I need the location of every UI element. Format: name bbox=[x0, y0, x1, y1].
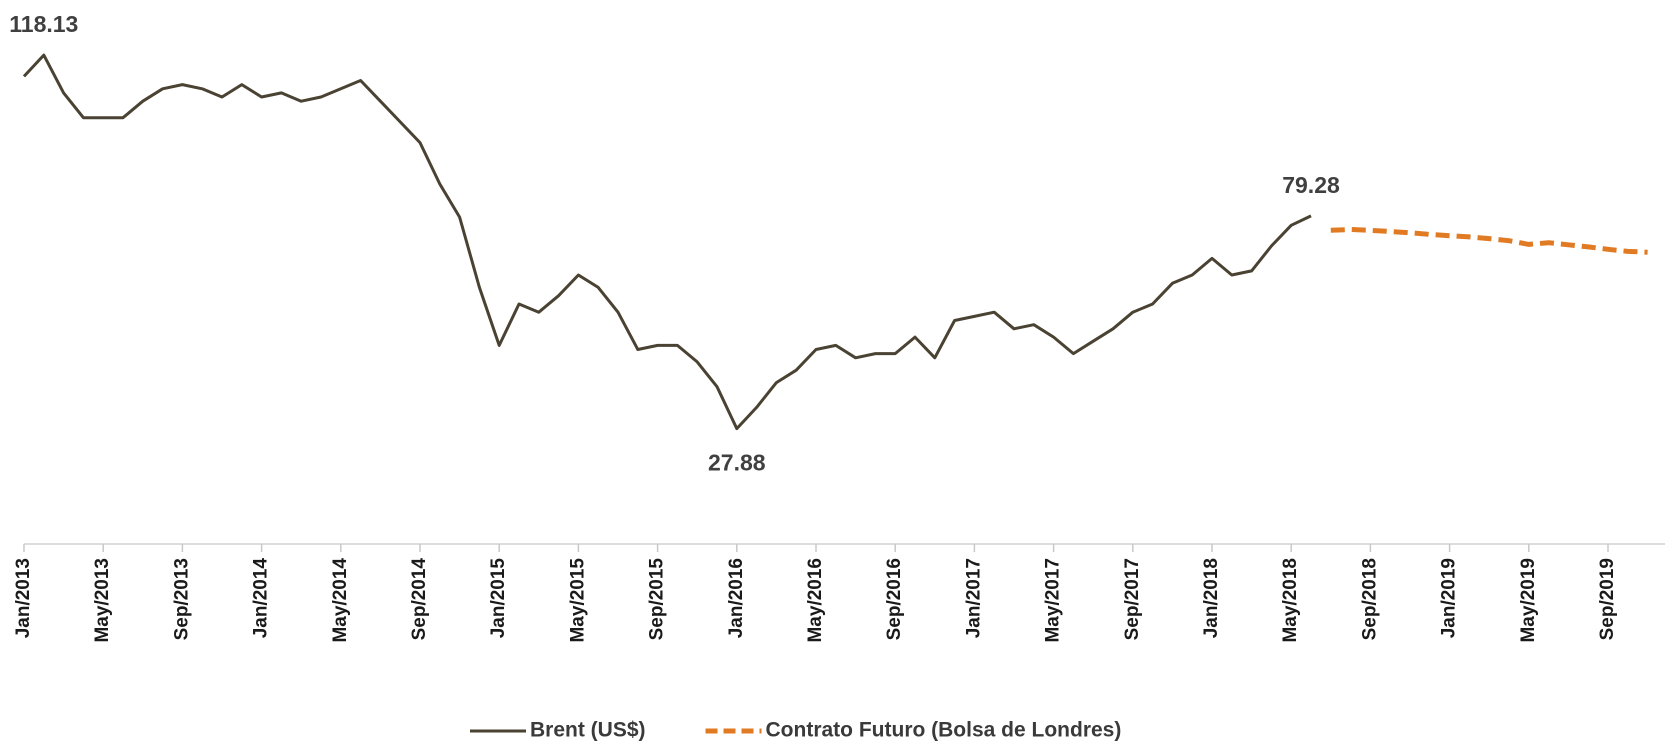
x-tick-label: Jan/2013 bbox=[13, 558, 34, 638]
data-label: 118.13 bbox=[9, 11, 78, 37]
x-tick-label: Sep/2013 bbox=[171, 558, 192, 640]
series-line bbox=[1330, 227, 1648, 255]
x-tick-label: May/2013 bbox=[92, 558, 113, 643]
data-label: 79.28 bbox=[1282, 172, 1340, 198]
legend-label: Brent (US$) bbox=[530, 719, 646, 742]
x-tick-label: Jan/2014 bbox=[251, 558, 272, 639]
x-tick-label: May/2019 bbox=[1518, 558, 1539, 643]
x-tick-label: Sep/2019 bbox=[1597, 558, 1618, 640]
x-tick-label: May/2014 bbox=[330, 558, 351, 643]
x-tick-label: May/2017 bbox=[1043, 558, 1064, 643]
x-tick-label: May/2018 bbox=[1280, 558, 1301, 643]
legend-label: Contrato Futuro (Bolsa de Londres) bbox=[766, 719, 1122, 742]
x-tick-label: Sep/2014 bbox=[409, 558, 430, 641]
x-tick-label: Sep/2015 bbox=[647, 558, 668, 641]
x-tick-label: Jan/2017 bbox=[963, 558, 984, 638]
series-line bbox=[22, 53, 1312, 431]
x-tick-label: Jan/2018 bbox=[1201, 558, 1222, 638]
x-tick-label: Jan/2016 bbox=[726, 558, 747, 638]
data-label: 27.88 bbox=[708, 450, 766, 476]
x-tick-label: Jan/2019 bbox=[1439, 558, 1460, 638]
x-tick-label: May/2015 bbox=[567, 558, 588, 643]
legend: Brent (US$) Contrato Futuro (Bolsa de Lon… bbox=[470, 719, 1121, 742]
x-tick-label: Sep/2018 bbox=[1359, 558, 1380, 640]
x-tick-label: Sep/2017 bbox=[1122, 558, 1143, 640]
x-tick-label: Jan/2015 bbox=[488, 558, 509, 639]
x-tick-label: May/2016 bbox=[805, 558, 826, 643]
x-tick-label: Sep/2016 bbox=[884, 558, 905, 640]
